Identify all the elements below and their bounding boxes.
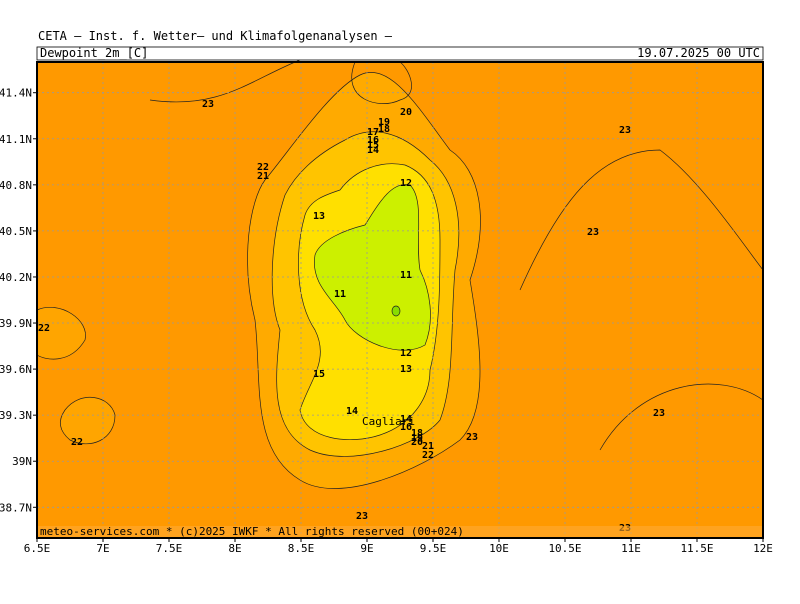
title-bar bbox=[36, 46, 764, 61]
contour-line bbox=[599, 383, 764, 451]
x-tick-label: 12E bbox=[753, 542, 773, 555]
y-tick-label: 38.7N bbox=[0, 501, 32, 514]
contour-region bbox=[59, 396, 116, 445]
contour-label: 13 bbox=[313, 211, 325, 222]
contour-label: 22 bbox=[422, 450, 434, 461]
x-tick-label: 8.5E bbox=[288, 542, 315, 555]
contour-label: 18 bbox=[378, 124, 390, 135]
contour-label: 21 bbox=[422, 441, 434, 452]
x-tick-label: 7E bbox=[96, 542, 109, 555]
footer: meteo-services.com * (c)2025 IWKF * All … bbox=[40, 525, 464, 538]
contour-label: 16 bbox=[400, 422, 412, 433]
x-tick-label: 9.5E bbox=[420, 542, 447, 555]
contour-label: 22 bbox=[71, 437, 83, 448]
contour-label: 20 bbox=[411, 437, 423, 448]
contour-label: 15 bbox=[367, 140, 379, 151]
contour-label: 12 bbox=[400, 178, 412, 189]
x-tick-label: 8E bbox=[228, 542, 241, 555]
x-tick-label: 10E bbox=[489, 542, 509, 555]
contour-label: 13 bbox=[400, 364, 412, 375]
y-tick-label: 39.6N bbox=[0, 363, 32, 376]
contour-label: 23 bbox=[653, 408, 665, 419]
y-tick-label: 39.9N bbox=[0, 317, 32, 330]
valid-time: 19.07.2025 00 UTC bbox=[637, 46, 760, 60]
y-tick-label: 41.4N bbox=[0, 87, 32, 100]
contour-label: 23 bbox=[356, 511, 368, 522]
x-tick-label: 11E bbox=[621, 542, 641, 555]
contour-label: 23 bbox=[619, 125, 631, 136]
contour-label: 20 bbox=[400, 107, 412, 118]
contour-line bbox=[519, 149, 764, 291]
x-tick-label: 9E bbox=[360, 542, 373, 555]
contour-label: 23 bbox=[466, 432, 478, 443]
header: CETA – Inst. f. Wetter– und Klimafolgena… bbox=[38, 29, 393, 43]
contour-label: 23 bbox=[587, 227, 599, 238]
contour-label: 22 bbox=[257, 162, 269, 173]
x-tick-label: 6.5E bbox=[24, 542, 51, 555]
contour-label: 22 bbox=[38, 323, 50, 334]
contour-label: 14 bbox=[400, 414, 412, 425]
contour-label: 14 bbox=[367, 145, 379, 156]
y-tick-label: 39.3N bbox=[0, 409, 32, 422]
y-tick-label: 40.2N bbox=[0, 271, 32, 284]
y-tick-label: 40.8N bbox=[0, 179, 32, 192]
contour-label: 11 bbox=[400, 270, 412, 281]
contour-label: 14 bbox=[346, 406, 358, 417]
footer-bar bbox=[37, 526, 763, 538]
contour-labels: 2320191817161514222112132323111122121315… bbox=[38, 99, 665, 534]
contour-region bbox=[36, 307, 86, 360]
contour-label: 11 bbox=[334, 289, 346, 300]
x-tick-label: 10.5E bbox=[548, 542, 581, 555]
contour-label: 12 bbox=[400, 348, 412, 359]
contour-label: 15 bbox=[313, 369, 325, 380]
y-tick-label: 40.5N bbox=[0, 225, 32, 238]
contour-line bbox=[149, 59, 301, 103]
place-label: Cagliari bbox=[362, 415, 415, 428]
x-tick-label: 7.5E bbox=[156, 542, 183, 555]
contour-label: 17 bbox=[367, 127, 379, 138]
x-tick-label: 11.5E bbox=[680, 542, 713, 555]
contour-label: 19 bbox=[411, 433, 423, 444]
contour-line bbox=[351, 61, 412, 104]
contour-label: 18 bbox=[411, 428, 423, 439]
contour-label: 23 bbox=[202, 99, 214, 110]
plot-area bbox=[36, 59, 764, 538]
plot-frame bbox=[36, 61, 764, 539]
y-tick-label: 39N bbox=[12, 455, 32, 468]
map-title: Dewpoint_2m_[C] bbox=[40, 46, 148, 60]
y-tick-label: 41.1N bbox=[0, 133, 32, 146]
contour-label: 21 bbox=[257, 171, 269, 182]
contour-region bbox=[391, 305, 401, 317]
contour-label: 16 bbox=[367, 135, 379, 146]
contour-label: 19 bbox=[378, 117, 390, 128]
